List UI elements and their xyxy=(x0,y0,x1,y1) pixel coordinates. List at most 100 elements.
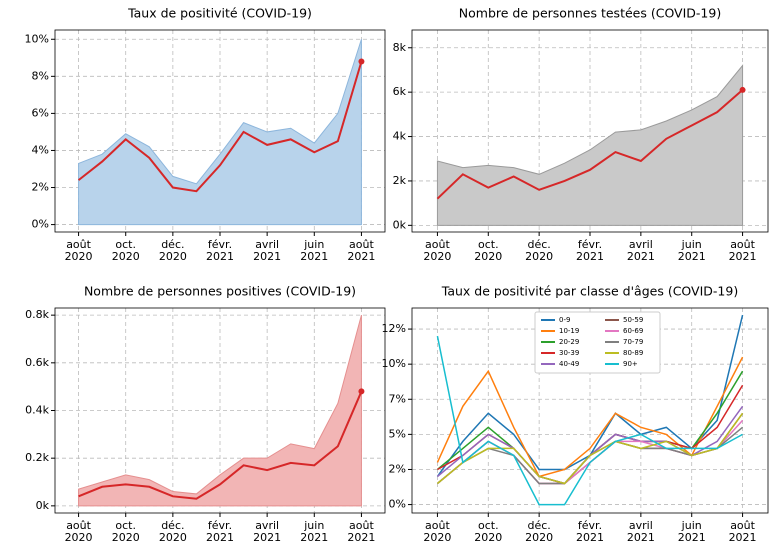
x-tick-label: févr. 2021 xyxy=(206,238,234,263)
legend-label: 10-19 xyxy=(559,327,579,335)
x-tick-label-line: déc. xyxy=(161,238,184,251)
x-tick-label-line: 2021 xyxy=(206,250,234,263)
x-tick-label-line: 2020 xyxy=(525,531,553,544)
y-tick-label: 4k xyxy=(393,130,407,143)
x-tick-label-line: avril xyxy=(255,238,279,251)
legend-label: 60-69 xyxy=(623,327,643,335)
subplot-title: Nombre de personnes positives (COVID-19) xyxy=(84,284,356,299)
y-tick-label: 0.6k xyxy=(25,356,49,369)
x-tick-label: avril 2021 xyxy=(627,519,655,544)
trend-end xyxy=(358,388,365,395)
x-tick-label-line: juin xyxy=(303,238,324,251)
x-tick-label-line: 2021 xyxy=(253,531,281,544)
x-tick-label: déc. 2020 xyxy=(159,519,187,544)
x-tick-label-line: août xyxy=(349,519,374,532)
x-tick-label: août 2020 xyxy=(423,519,451,544)
x-tick-label-line: avril xyxy=(629,238,653,251)
x-tick-label: avril 2021 xyxy=(627,238,655,263)
y-tick-label: 0.8k xyxy=(25,308,49,321)
trend-end xyxy=(358,58,365,65)
x-tick-label: avril 2021 xyxy=(253,238,281,263)
x-tick-label-line: 2021 xyxy=(347,250,375,263)
x-tick-label-line: 2021 xyxy=(678,250,706,263)
x-tick-label-line: juin xyxy=(681,238,702,251)
x-tick-label: févr. 2021 xyxy=(576,238,604,263)
x-tick-label-line: avril xyxy=(255,519,279,532)
area xyxy=(436,64,744,226)
x-tick-label: févr. 2021 xyxy=(576,519,604,544)
x-tick-label-line: 2020 xyxy=(474,531,502,544)
x-tick-label-line: août xyxy=(730,519,755,532)
x-tick-label-line: 2020 xyxy=(423,531,451,544)
x-tick-label-line: 2020 xyxy=(65,250,93,263)
x-tick-label: août 2021 xyxy=(729,238,757,263)
plot-frame xyxy=(54,307,386,514)
x-tick-label: août 2021 xyxy=(729,519,757,544)
plot-frame xyxy=(411,307,769,514)
y-tick-label: 4% xyxy=(32,143,49,156)
legend-label: 80-89 xyxy=(623,349,643,357)
y-tick-label: 6k xyxy=(393,85,407,98)
x-tick-label-line: oct. xyxy=(478,519,499,532)
y-tick-label: 10% xyxy=(25,32,49,45)
y-tick-label: 2% xyxy=(32,181,49,194)
series-line xyxy=(436,335,743,506)
legend-label: 0-9 xyxy=(559,316,570,324)
y-tick-label: 0k xyxy=(36,499,50,512)
trend-end xyxy=(739,86,746,93)
x-tick-label: oct. 2020 xyxy=(474,519,502,544)
legend-label: 20-29 xyxy=(559,338,579,346)
x-tick-label: août 2020 xyxy=(65,238,93,263)
y-tick-label: 0.2k xyxy=(25,451,49,464)
x-tick-label: oct. 2020 xyxy=(474,238,502,263)
x-tick-label-line: févr. xyxy=(208,238,232,251)
x-tick-label-line: 2020 xyxy=(423,250,451,263)
trend-line xyxy=(78,391,363,500)
legend-label: 30-39 xyxy=(559,349,579,357)
x-tick-label-line: 2020 xyxy=(112,250,140,263)
x-tick-label-line: 2021 xyxy=(206,531,234,544)
x-tick-label-line: 2021 xyxy=(627,250,655,263)
x-tick-label-line: 2020 xyxy=(159,531,187,544)
legend-label: 40-49 xyxy=(559,360,579,368)
x-tick-label: oct. 2020 xyxy=(112,519,140,544)
area xyxy=(78,315,362,507)
y-tick-label: 0% xyxy=(32,218,49,231)
x-tick-label-line: 2021 xyxy=(300,250,328,263)
trend-line xyxy=(77,61,363,193)
x-tick-label-line: août xyxy=(349,238,374,251)
x-tick-label-line: févr. xyxy=(208,519,232,532)
subplot-title: Taux de positivité (COVID-19) xyxy=(127,6,312,21)
y-tick-label: 8% xyxy=(32,69,49,82)
x-tick-label-line: août xyxy=(425,519,450,532)
x-tick-label-line: févr. xyxy=(578,519,602,532)
y-tick-label: 7% xyxy=(389,392,406,405)
x-tick-label-line: déc. xyxy=(527,238,550,251)
x-tick-label-line: 2021 xyxy=(678,531,706,544)
x-tick-label: juin 2021 xyxy=(300,238,328,263)
y-tick-label: 10% xyxy=(382,357,406,370)
x-tick-label-line: 2020 xyxy=(525,250,553,263)
x-tick-label-line: 2021 xyxy=(347,531,375,544)
x-tick-label-line: juin xyxy=(303,519,324,532)
x-tick-label: juin 2021 xyxy=(300,519,328,544)
x-tick-label-line: août xyxy=(730,238,755,251)
x-tick-label-line: août xyxy=(66,519,91,532)
subplot: Nombre de personnes positives (COVID-19)… xyxy=(25,284,386,544)
x-tick-label: août 2021 xyxy=(347,238,375,263)
x-tick-label: août 2021 xyxy=(347,519,375,544)
subplot-title: Taux de positivité par classe d'âges (CO… xyxy=(441,284,738,299)
x-tick-label-line: déc. xyxy=(161,519,184,532)
x-tick-label-line: oct. xyxy=(115,238,136,251)
x-tick-label: déc. 2020 xyxy=(159,238,187,263)
x-tick-label: juin 2021 xyxy=(678,238,706,263)
y-tick-label: 0.4k xyxy=(25,404,49,417)
x-tick-label-line: 2021 xyxy=(576,250,604,263)
y-tick-label: 0% xyxy=(389,498,406,511)
x-tick-label: août 2020 xyxy=(423,238,451,263)
x-tick-label-line: 2020 xyxy=(474,250,502,263)
subplot: Nombre de personnes testées (COVID-19) 0k… xyxy=(393,6,769,263)
series-line xyxy=(436,412,744,485)
x-tick-label-line: 2020 xyxy=(159,250,187,263)
y-tick-label: 2k xyxy=(393,174,407,187)
